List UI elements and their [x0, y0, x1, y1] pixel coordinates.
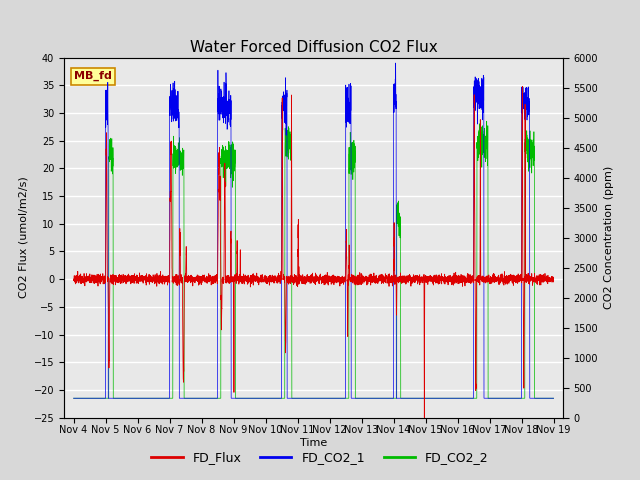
X-axis label: Time: Time [300, 438, 327, 448]
Title: Water Forced Diffusion CO2 Flux: Water Forced Diffusion CO2 Flux [189, 40, 438, 55]
Y-axis label: CO2 Concentration (ppm): CO2 Concentration (ppm) [604, 166, 614, 309]
Y-axis label: CO2 Flux (umol/m2/s): CO2 Flux (umol/m2/s) [18, 177, 28, 299]
Text: MB_fd: MB_fd [74, 71, 112, 82]
Legend: FD_Flux, FD_CO2_1, FD_CO2_2: FD_Flux, FD_CO2_1, FD_CO2_2 [147, 446, 493, 469]
